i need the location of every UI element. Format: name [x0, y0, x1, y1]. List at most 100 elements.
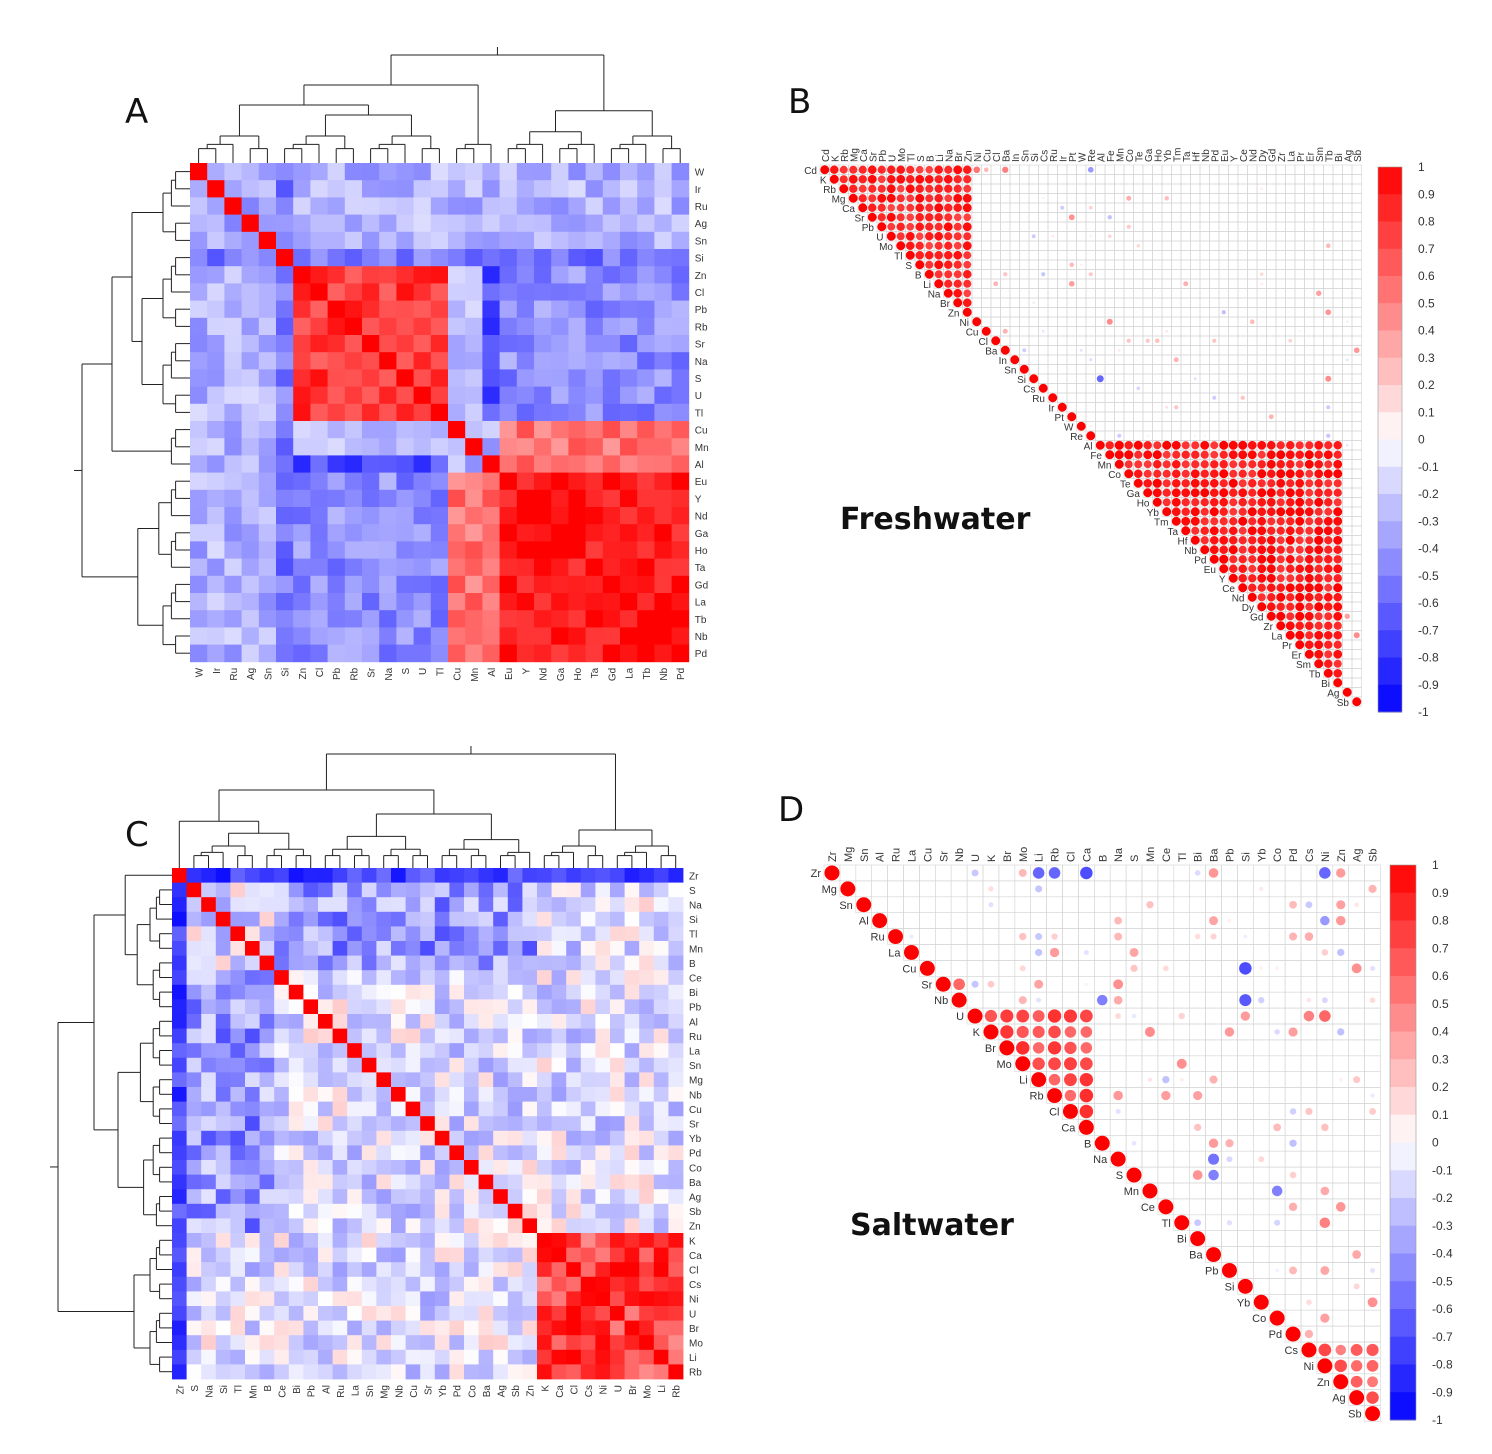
heatmap-a-cell-Ga-Nb: [654, 524, 672, 542]
heatmap-a-cell-Pd-Sn: [258, 644, 277, 663]
heatmap-a-cell-Tl-Zn: [293, 403, 311, 422]
heatmap-a-cell-U-Nd: [534, 386, 552, 405]
heatmap-a-cell-Ta-Y: [516, 558, 535, 577]
heatmap-a-cell-Ho-Tl: [430, 541, 449, 559]
heatmap-a-cell-Na-Tl: [430, 352, 449, 370]
heatmap-a-cell-Cl-Gd: [602, 283, 621, 301]
heatmap-a-cell-S-Nd: [534, 369, 552, 387]
heatmap-a-col-label: Eu: [504, 668, 515, 680]
heatmap-a-cell-Ru-Ta: [585, 197, 604, 215]
heatmap-a-cell-Si-Cu: [448, 249, 466, 267]
heatmap-a-cell-Pd-Si: [276, 644, 294, 663]
heatmap-a-cell-Ta-Pd: [671, 558, 690, 577]
heatmap-a-cell-U-S: [396, 386, 414, 405]
heatmap-a-cell-Sr-Eu: [499, 335, 518, 353]
heatmap-a-cell-Sr-Ag: [241, 335, 260, 353]
heatmap-a-col-label: Sn: [263, 668, 274, 680]
heatmap-a-cell-Ta-Gd: [602, 558, 621, 577]
heatmap-a-cell-Ho-Zn: [293, 541, 311, 559]
heatmap-a-col-label: La: [625, 667, 636, 679]
heatmap-a-cell-W-Tl: [430, 163, 449, 181]
heatmap-a-cell-Nb-La: [620, 627, 638, 645]
heatmap-a-cell-Cl-Zn: [293, 283, 311, 301]
heatmap-a-cell-Ir-Mn: [465, 180, 483, 198]
heatmap-a-cell-W-Ga: [551, 163, 569, 181]
heatmap-a-cell-W-Al: [482, 163, 500, 181]
heatmap-a-cell-Ho-Sr: [362, 541, 380, 559]
heatmap-a-cell-Eu-La: [620, 472, 638, 491]
heatmap-a-cell-Cl-Nd: [534, 283, 552, 301]
heatmap-a-cell-Pb-Sr: [362, 300, 380, 319]
heatmap-a-cell-Mn-Sn: [258, 438, 277, 456]
heatmap-a-cell-S-Ag: [241, 369, 260, 387]
heatmap-a-cell-La-S: [396, 593, 414, 611]
heatmap-a-cell-Nd-Pd: [671, 507, 690, 525]
heatmap-a-cell-Al-Cu: [448, 455, 466, 473]
heatmap-a-row-label: Gd: [695, 580, 708, 591]
heatmap-a-cell-Ga-Rb: [344, 524, 363, 542]
heatmap-a-cell-Ta-Rb: [344, 558, 363, 577]
heatmap-a-row-label: Nb: [695, 632, 708, 643]
heatmap-a-cell-Zn-Al: [482, 266, 500, 284]
heatmap-a-cell-Ru-Sn: [258, 197, 277, 215]
heatmap-a-cell-Pb-Mn: [465, 300, 483, 319]
heatmap-a-cell-Y-Na: [379, 489, 397, 508]
heatmap-a-cell-Ir-Nd: [534, 180, 552, 198]
heatmap-a-cell-Mn-Ho: [568, 438, 586, 456]
heatmap-a-cell-Ga-Tl: [430, 524, 449, 542]
heatmap-a-cell-Rb-Ho: [568, 317, 586, 336]
heatmap-a-cell-Zn-La: [620, 266, 638, 284]
heatmap-a-cell-Ru-W: [190, 197, 208, 215]
heatmap-a-cell-Rb-Y: [516, 317, 535, 336]
heatmap-a-cell-Nb-Tb: [637, 627, 655, 645]
heatmap-a-cell-Cu-Mn: [465, 421, 483, 439]
heatmap-a-cell-Zn-Ga: [551, 266, 569, 284]
heatmap-a-cell-Pb-Y: [516, 300, 535, 319]
heatmap-a-cell-Tl-Na: [379, 403, 397, 422]
heatmap-a-cell-Tl-Ir: [207, 403, 225, 422]
heatmap-a-cell-Sn-Pd: [671, 231, 690, 250]
heatmap-a-cell-U-U: [413, 386, 432, 405]
heatmap-a-cell-Ho-Nd: [534, 541, 552, 559]
heatmap-a-cell-Ho-Al: [482, 541, 500, 559]
heatmap-a-cell-Pb-Eu: [499, 300, 518, 319]
heatmap-a-cell-Si-Nd: [534, 249, 552, 267]
heatmap-a-cell-Mn-Zn: [293, 438, 311, 456]
heatmap-a-cell-W-Ho: [568, 163, 586, 181]
heatmap-a-cell-Al-Y: [516, 455, 535, 473]
heatmap-a-cell-Ho-Eu: [499, 541, 518, 559]
heatmap-a-cell-Y-Cu: [448, 489, 466, 508]
heatmap-a-cell-La-Pd: [671, 593, 690, 611]
heatmap-a-cell-Zn-Mn: [465, 266, 483, 284]
heatmap-a-cell-Pb-Ru: [224, 300, 242, 319]
heatmap-a-cell-Y-Ag: [241, 489, 260, 508]
heatmap-a-cell-Rb-La: [620, 317, 638, 336]
heatmap-a-cell-U-Ga: [551, 386, 569, 405]
heatmap-a-cell-Sr-Y: [516, 335, 535, 353]
heatmap-a-cell-Eu-Nb: [654, 472, 672, 491]
heatmap-a-cell-U-Tb: [637, 386, 655, 405]
heatmap-a-cell-Ir-Eu: [499, 180, 518, 198]
heatmap-a-cell-Cl-Cu: [448, 283, 466, 301]
heatmap-a-cell-Tb-S: [396, 610, 414, 628]
heatmap-a-cell-Ta-Eu: [499, 558, 518, 577]
heatmap-a-cell-Ag-Rb: [344, 214, 363, 233]
heatmap-a-cell-S-Ga: [551, 369, 569, 387]
heatmap-a-cell-Rb-Tb: [637, 317, 655, 336]
heatmap-a-cell-Si-Gd: [602, 249, 621, 267]
heatmap-a-cell-Eu-S: [396, 472, 414, 491]
heatmap-a-cell-Ho-Ru: [224, 541, 242, 559]
heatmap-a-cell-Ho-Tb: [637, 541, 655, 559]
heatmap-a-cell-Y-S: [396, 489, 414, 508]
heatmap-a-cell-Mn-Cl: [310, 438, 328, 456]
heatmap-a-cell-Ga-Ta: [585, 524, 604, 542]
heatmap-a-cell-Pb-La: [620, 300, 638, 319]
heatmap-a-cell-La-Ta: [585, 593, 604, 611]
heatmap-a-cell-Na-Pd: [671, 352, 690, 370]
heatmap-a-cell-Sr-Ta: [585, 335, 604, 353]
heatmap-a-cell-Ru-Eu: [499, 197, 518, 215]
heatmap-a-cell-Si-S: [396, 249, 414, 267]
heatmap-a-cell-Tb-Pd: [671, 610, 690, 628]
heatmap-a-cell-Nd-Sn: [258, 507, 277, 525]
heatmap-a-cell-U-Gd: [602, 386, 621, 405]
